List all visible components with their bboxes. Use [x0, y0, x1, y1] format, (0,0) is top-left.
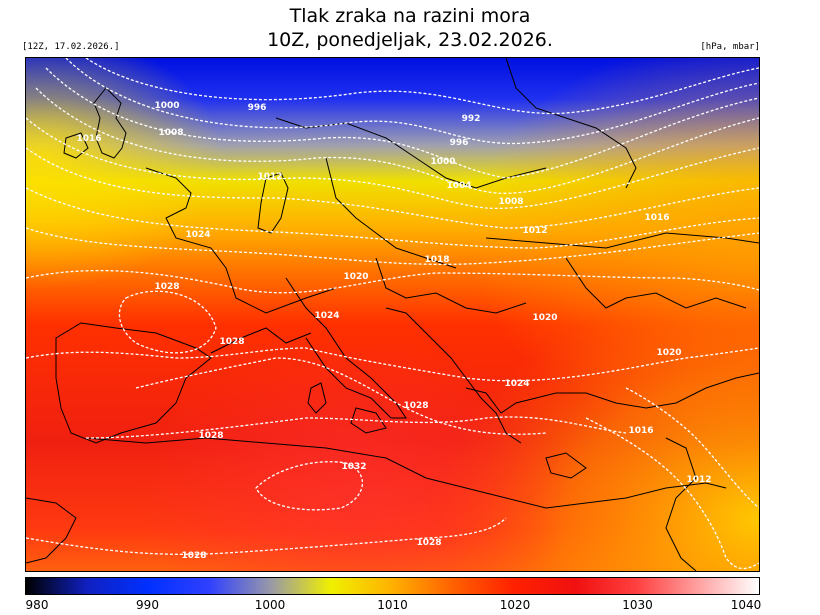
colorbar-tick-label: 1020: [499, 598, 531, 612]
colorbar-tick-label: 1030: [622, 598, 653, 612]
isobar-label: 1016: [76, 134, 101, 144]
units-label: [hPa, mbar]: [700, 42, 760, 52]
isobar-label: 1028: [403, 401, 428, 411]
isobar-label: 1012: [686, 475, 711, 485]
map-valid-time: 10Z, ponedjeljak, 23.02.2026.: [267, 29, 553, 51]
isobar-label: 1020: [532, 313, 557, 323]
map-title: Tlak zraka na razini mora: [289, 5, 531, 27]
isobar-label: 996: [450, 138, 469, 148]
colorbar-tick-label: 1000: [254, 598, 286, 612]
colorbar-tick-label: 980: [25, 598, 49, 612]
isobar-label: 992: [462, 114, 481, 124]
colorbar: [25, 577, 760, 595]
isobar-label: 1016: [628, 426, 653, 436]
isobar-label: 1028: [219, 337, 244, 347]
isobar-label: 1016: [644, 213, 669, 223]
isobar-label: 1024: [185, 230, 210, 240]
isobar-label: 1024: [504, 379, 529, 389]
isobar-label: 1028: [154, 282, 179, 292]
coastlines: [26, 58, 759, 571]
colorbar-tick-label: 990: [136, 598, 159, 612]
model-run-label: [12Z, 17.02.2026.]: [22, 42, 120, 52]
isobar-label: 1028: [416, 538, 441, 548]
isobar-label: 1024: [314, 311, 339, 321]
colorbar-tick-label: 1010: [377, 598, 408, 612]
colorbar-tick-label: 1040: [730, 598, 762, 612]
isobar-label: 1000: [154, 101, 179, 111]
isobar-label: 996: [248, 103, 267, 113]
colorbar-ticks: 980 990 1000 1010 1020 1030 1040: [25, 598, 762, 614]
isobar-label: 1028: [181, 551, 206, 561]
isobar-label: 1028: [198, 431, 223, 441]
isobar-label: 1018: [424, 255, 449, 265]
isobar-label: 1020: [656, 348, 681, 358]
isobar-label: 1020: [343, 272, 368, 282]
isobar-labels: 1000 996 992 1008 996 1016 1000 1012 1004 1008 101…: [76, 101, 711, 561]
isobar-label: 1008: [498, 197, 523, 207]
pressure-map-svg: 1000 996 992 1008 996 1016 1000 1012 1004 1008 101…: [26, 58, 759, 571]
isobar-label: 1012: [522, 226, 547, 236]
isobar-label: 1032: [341, 462, 366, 472]
isobar-lines: [26, 58, 759, 570]
isobar-label: 1000: [430, 157, 455, 167]
isobar-label: 1008: [158, 128, 183, 138]
pressure-map: 1000 996 992 1008 996 1016 1000 1012 1004 1008 101…: [25, 57, 760, 572]
isobar-label: 1004: [446, 181, 471, 191]
isobar-label: 1012: [257, 172, 282, 182]
